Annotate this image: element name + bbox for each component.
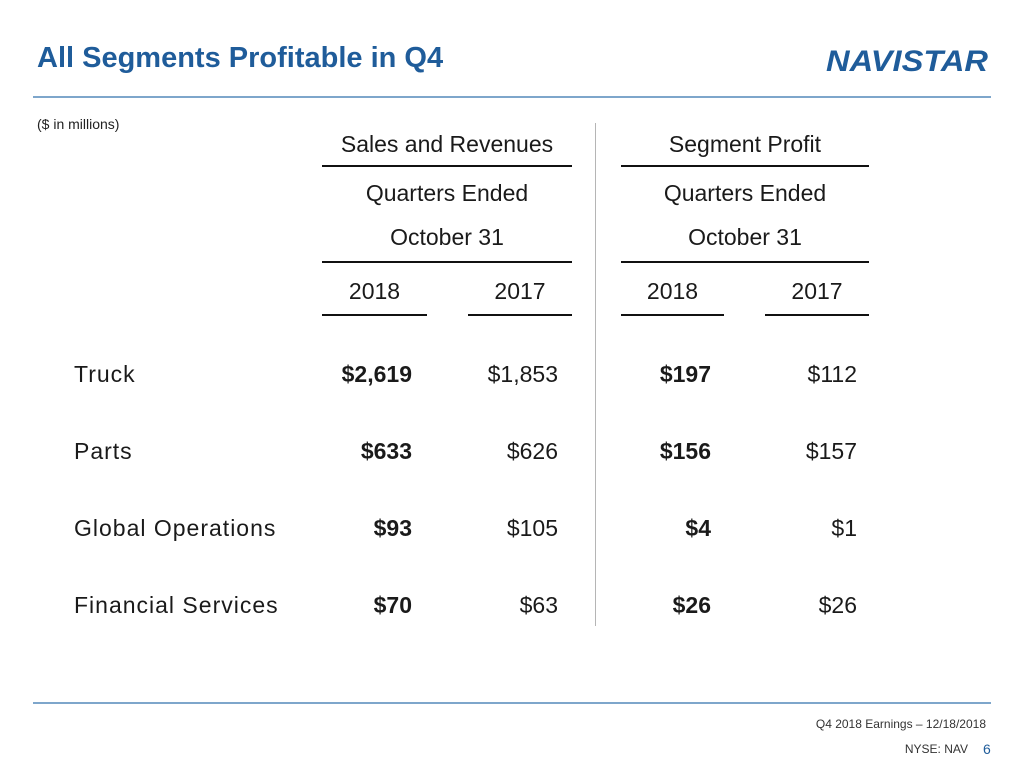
footer-event: Q4 2018 Earnings – 12/18/2018	[815, 717, 986, 731]
slide-title: All Segments Profitable in Q4	[37, 42, 444, 74]
sales-2018-underline	[322, 314, 427, 316]
fin-services-sales-2018: $70	[373, 592, 412, 618]
row-label-truck: Truck	[74, 361, 136, 387]
truck-profit-2018: $197	[659, 361, 711, 387]
profit-year-2017: 2017	[791, 278, 843, 304]
parts-sales-2017: $626	[506, 438, 558, 464]
profit-header: Segment Profit	[668, 131, 822, 157]
unit-note: ($ in millions)	[37, 116, 120, 132]
profit-subheader-underline	[621, 261, 869, 263]
profit-2017-underline	[765, 314, 869, 316]
footer-ticker: NYSE: NAV	[904, 742, 968, 756]
sales-header-underline	[322, 165, 572, 167]
global-ops-sales-2018: $93	[373, 515, 412, 541]
header-rule	[33, 96, 991, 98]
profit-subheader-2: October 31	[688, 224, 802, 250]
truck-profit-2017: $112	[807, 361, 857, 387]
fin-services-profit-2017: $26	[818, 592, 857, 618]
column-divider	[595, 123, 596, 626]
row-label-parts: Parts	[74, 438, 133, 464]
sales-2017-underline	[468, 314, 572, 316]
logo-text: NAVISTAR	[826, 45, 988, 75]
profit-year-2018: 2018	[646, 278, 699, 304]
footer-rule	[33, 702, 991, 704]
sales-subheader-1: Quarters Ended	[365, 180, 529, 206]
sales-year-2018: 2018	[348, 278, 401, 304]
profit-subheader-1: Quarters Ended	[663, 180, 827, 206]
profit-2018-underline	[621, 314, 724, 316]
sales-header: Sales and Revenues	[340, 131, 554, 157]
page-number: 6	[983, 741, 991, 757]
global-ops-profit-2018: $4	[685, 515, 711, 541]
fin-services-profit-2018: $26	[672, 592, 711, 618]
parts-sales-2018: $633	[360, 438, 412, 464]
parts-profit-2018: $156	[659, 438, 711, 464]
row-label-global-operations: Global Operations	[74, 515, 277, 541]
profit-header-underline	[621, 165, 869, 167]
navistar-logo: NAVISTAR	[826, 45, 988, 75]
sales-subheader-underline	[322, 261, 572, 263]
row-label-financial-services: Financial Services	[74, 592, 279, 618]
sales-year-2017: 2017	[494, 278, 546, 304]
sales-subheader-2: October 31	[390, 224, 504, 250]
parts-profit-2017: $157	[805, 438, 857, 464]
fin-services-sales-2017: $63	[519, 592, 558, 618]
truck-sales-2017: $1,853	[487, 361, 558, 387]
global-ops-profit-2017: $1	[831, 515, 857, 541]
global-ops-sales-2017: $105	[506, 515, 558, 541]
truck-sales-2018: $2,619	[341, 361, 412, 387]
